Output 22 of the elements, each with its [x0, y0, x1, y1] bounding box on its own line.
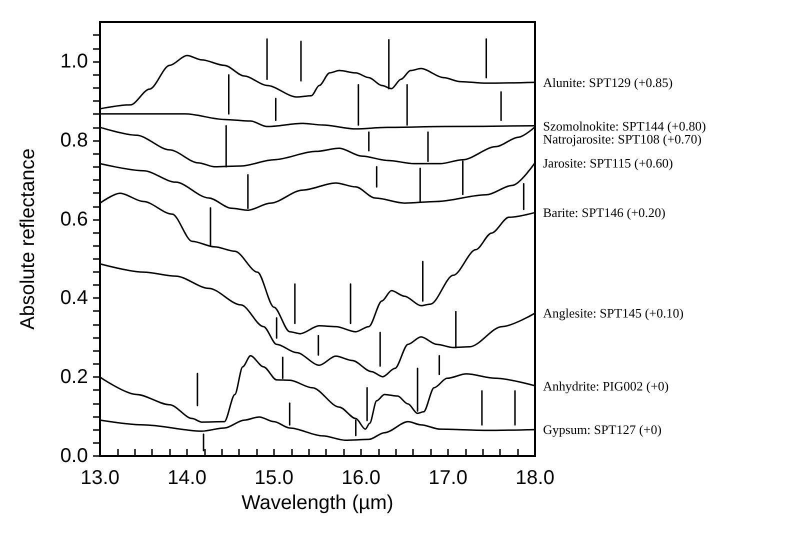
series-label: Alunite: SPT129 (+0.85) [543, 74, 673, 90]
x-tick-label: 17.0 [428, 467, 468, 489]
x-tick-label: 16.0 [342, 467, 380, 489]
x-tick-label: 13.0 [80, 467, 120, 489]
y-tick-label: 0.4 [60, 287, 88, 310]
series-label: Anglesite: SPT145 (+0.10) [543, 306, 684, 321]
y-tick-label: 0.0 [60, 445, 88, 467]
series-label: Jarosite: SPT115 (+0.60) [543, 155, 673, 170]
series-label: Szomolnokite: SPT144 (+0.80) [543, 118, 706, 134]
x-tick-label: 18.0 [516, 467, 554, 489]
y-tick-label: 1.0 [60, 50, 88, 72]
series-label: Barite: SPT146 (+0.20) [543, 205, 666, 220]
series-label: Anhydrite: PIG002 (+0) [543, 378, 669, 394]
x-tick-label: 14.0 [168, 467, 206, 489]
x-axis-title: Wavelength (µm) [242, 492, 394, 514]
series-label: Natrojarosite: SPT108 (+0.70) [543, 131, 702, 146]
y-tick-label: 0.8 [60, 129, 88, 152]
series-label: Gypsum: SPT127 (+0) [543, 422, 662, 438]
y-tick-label: 0.6 [60, 208, 88, 230]
x-tick-label: 15.0 [254, 467, 294, 489]
y-tick-label: 0.2 [60, 366, 88, 388]
y-axis-title: Absolute reflectance [17, 148, 39, 330]
